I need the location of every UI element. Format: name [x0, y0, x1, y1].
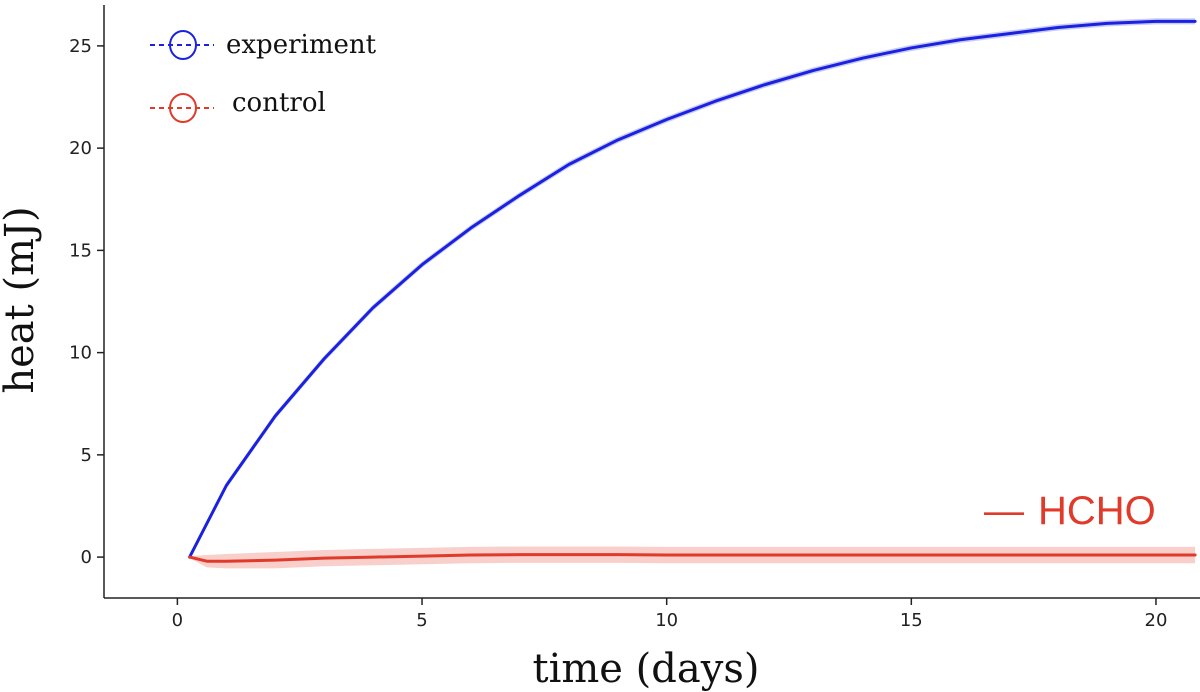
legend-marker-experiment-icon [169, 30, 197, 60]
hcho-annotation: — HCHO [984, 489, 1156, 533]
y-tick-label: 5 [81, 445, 92, 466]
x-axis-title: time (days) [533, 646, 760, 692]
band-control [189, 546, 1196, 569]
x-tick-label: 20 [1145, 610, 1168, 631]
band-experiment [189, 18, 1196, 561]
y-tick-label: 25 [69, 36, 92, 57]
x-tick-label: 15 [900, 610, 923, 631]
y-axis-title: heat (mJ) [0, 206, 43, 393]
y-tick-label: 20 [69, 138, 92, 159]
x-tick-label: 0 [172, 610, 183, 631]
legend-label-experiment: experiment [226, 30, 377, 60]
legend-marker-control-icon [169, 93, 197, 123]
y-tick-label: 15 [69, 240, 92, 261]
y-tick-label: 0 [81, 547, 92, 568]
legend-item-control: control [150, 88, 326, 123]
y-ticks: 0 5 10 15 20 25 [69, 36, 104, 568]
series-line-experiment [188, 19, 1197, 559]
x-tick-label: 10 [655, 610, 678, 631]
series-layer [188, 18, 1197, 569]
hcho-annotation-label: HCHO [1038, 489, 1156, 533]
x-ticks: 0 5 10 15 20 [172, 598, 1168, 631]
hcho-annotation-marker: — [984, 489, 1024, 533]
x-tick-label: 5 [416, 610, 427, 631]
legend: experiment control [150, 30, 377, 123]
y-tick-label: 10 [69, 343, 92, 364]
legend-item-experiment: experiment [150, 30, 377, 60]
series-line-control [188, 553, 1197, 563]
legend-label-control: control [232, 88, 326, 118]
